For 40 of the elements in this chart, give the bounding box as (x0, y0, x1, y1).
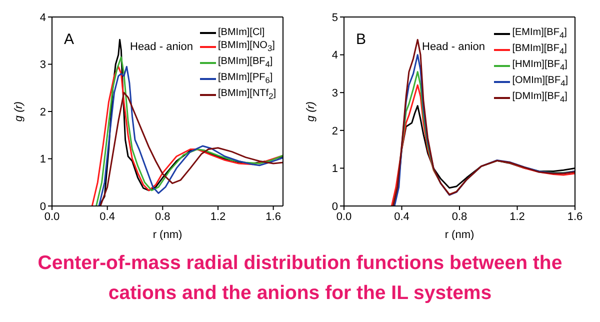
x-tick-label: 1.6 (266, 210, 281, 223)
y-tick-label: 2 (332, 125, 338, 138)
y-tick-label: 3 (40, 59, 46, 72)
legend-label: [EMIm][BF$_{4}$] (512, 26, 567, 42)
y-tick-label: 4 (332, 50, 338, 62)
x-tick-label: 1.2 (510, 210, 525, 223)
legend-label: [DMIm][BF$_{4}$] (512, 90, 568, 106)
legend-label: [BMIm][BF$_{4}$] (512, 42, 567, 58)
x-tick-label: 0.4 (100, 210, 115, 223)
legend-label: [BMIm][PF$_{6}$] (218, 71, 273, 87)
x-axis-title: r (nm) (444, 229, 474, 241)
y-tick-label: 1 (332, 163, 338, 176)
y-tick-label: 3 (332, 88, 338, 100)
x-tick-label: 0.4 (394, 210, 410, 223)
legend-label: [BMIm][NTf$_{2}$] (218, 87, 276, 103)
y-tick-label: 5 (332, 12, 338, 24)
legend-label: [OMIm][BF$_{4}$] (512, 74, 568, 90)
x-tick-label: 1.2 (210, 210, 226, 223)
y-axis-title: g (r) (304, 101, 317, 122)
x-tick-label: 0.0 (336, 210, 352, 223)
legend-label: [HMIm][BF$_{4}$] (512, 58, 568, 74)
y-tick-label: 0 (40, 200, 46, 213)
x-tick-label: 0.8 (452, 210, 468, 223)
annotation: Head - anion (130, 41, 193, 53)
y-tick-label: 0 (332, 200, 338, 213)
y-axis-title: g (r) (12, 101, 25, 122)
y-tick-label: 2 (40, 106, 46, 118)
x-tick-label: 0.0 (44, 210, 60, 223)
x-tick-label: 0.8 (155, 210, 170, 223)
annotation: B (356, 31, 366, 48)
annotation: Head - anion (422, 41, 485, 53)
x-axis-title: r (nm) (152, 229, 182, 241)
x-tick-label: 1.6 (567, 210, 583, 223)
y-tick-label: 1 (40, 154, 46, 166)
y-tick-label: 4 (40, 12, 46, 24)
text: Center-of-mass radial distribution functions between the cations and the anions for the IL systems (36, 251, 564, 306)
legend-label: [BMIm][NO$_{3}$] (218, 39, 275, 55)
legend-label: [BMIm][BF$_{4}$] (218, 55, 273, 71)
annotation: A (64, 31, 74, 48)
legend-label: [BMIm][Cl] (218, 26, 265, 39)
